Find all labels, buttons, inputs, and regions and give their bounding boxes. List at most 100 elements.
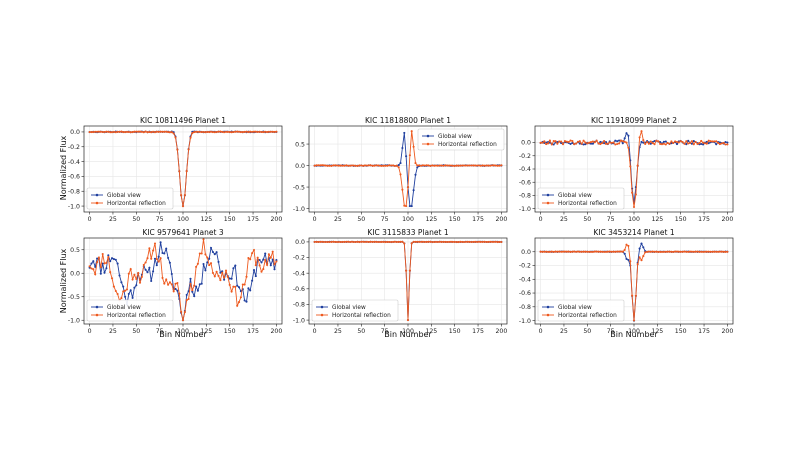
data-point — [165, 130, 168, 133]
data-point — [612, 250, 615, 253]
data-point — [152, 249, 155, 252]
legend-label: Global view — [107, 305, 141, 311]
data-point — [476, 164, 479, 167]
data-point — [608, 141, 611, 144]
x-tick-label: 125 — [651, 216, 663, 223]
data-point — [451, 164, 454, 167]
data-point — [421, 240, 424, 243]
data-point — [569, 139, 572, 142]
data-point — [548, 250, 551, 253]
data-point — [230, 277, 233, 280]
data-point — [547, 250, 550, 253]
data-point — [705, 250, 708, 253]
data-point — [324, 164, 327, 167]
x-tick-label: 200 — [270, 216, 282, 223]
data-point — [623, 248, 626, 251]
data-point — [545, 250, 548, 253]
data-point — [317, 240, 320, 243]
data-point — [258, 258, 261, 262]
data-point — [200, 282, 203, 285]
y-tick-label: 0.0 — [521, 249, 531, 256]
data-point — [159, 241, 162, 244]
data-point — [247, 131, 250, 134]
data-point — [172, 290, 175, 293]
data-point — [487, 164, 490, 167]
data-point — [618, 139, 621, 142]
data-point — [561, 143, 565, 146]
data-point — [378, 240, 382, 244]
data-point — [492, 240, 495, 243]
data-point — [640, 259, 643, 262]
data-point — [431, 240, 434, 244]
legend-marker — [320, 313, 324, 317]
data-point — [358, 241, 361, 244]
data-point — [375, 240, 378, 243]
data-point — [696, 250, 699, 253]
data-point — [401, 240, 404, 243]
data-point — [388, 240, 391, 244]
data-point — [618, 142, 621, 145]
x-axis-label-left: Bin Number — [159, 330, 207, 339]
data-point — [675, 143, 679, 146]
data-point — [168, 261, 171, 264]
data-point — [655, 250, 658, 253]
data-point — [237, 286, 241, 289]
data-point — [434, 240, 438, 243]
data-point — [679, 140, 682, 143]
data-point — [586, 142, 589, 145]
data-point — [146, 131, 149, 134]
data-point — [418, 164, 421, 167]
y-tick-label: -0.5 — [293, 184, 305, 191]
data-point — [462, 240, 466, 244]
data-point — [315, 164, 318, 167]
data-point — [718, 143, 721, 146]
x-tick-label: 100 — [402, 216, 414, 223]
data-point — [110, 257, 114, 260]
data-point — [586, 250, 589, 253]
data-point — [410, 242, 413, 245]
data-point — [217, 274, 220, 277]
data-point — [692, 140, 695, 143]
data-point — [230, 131, 233, 134]
data-point — [363, 164, 367, 167]
x-tick-label: 75 — [607, 216, 615, 223]
y-tick-label: -0.8 — [519, 304, 531, 311]
data-point — [337, 240, 340, 244]
data-point — [187, 148, 190, 151]
data-point — [412, 240, 415, 243]
data-point — [410, 205, 413, 208]
data-point — [256, 256, 259, 259]
data-point — [545, 143, 548, 146]
data-point — [653, 143, 656, 146]
data-point — [554, 140, 557, 143]
data-point — [580, 250, 583, 253]
data-point — [425, 164, 428, 167]
data-point — [397, 240, 400, 243]
data-point — [142, 131, 145, 134]
y-tick-label: -0.6 — [519, 290, 531, 297]
data-point — [215, 130, 218, 134]
legend-marker — [320, 305, 324, 309]
data-point — [550, 250, 553, 253]
data-point — [685, 143, 688, 146]
data-point — [105, 130, 108, 133]
data-point — [461, 164, 464, 167]
data-point — [196, 289, 199, 292]
data-point — [148, 130, 151, 134]
legend: Global view Horizontal reflection — [86, 187, 174, 210]
legend-marker — [95, 305, 99, 309]
data-point — [131, 131, 134, 134]
data-point — [429, 164, 432, 167]
data-point — [189, 277, 192, 280]
data-point — [573, 250, 576, 253]
data-point — [638, 256, 641, 259]
data-point — [698, 250, 701, 253]
data-point — [627, 134, 630, 137]
data-point — [116, 292, 119, 296]
data-point — [150, 257, 153, 260]
x-tick-label: 150 — [449, 216, 461, 223]
data-point — [161, 130, 164, 133]
data-point — [217, 130, 220, 133]
data-point — [234, 285, 237, 288]
